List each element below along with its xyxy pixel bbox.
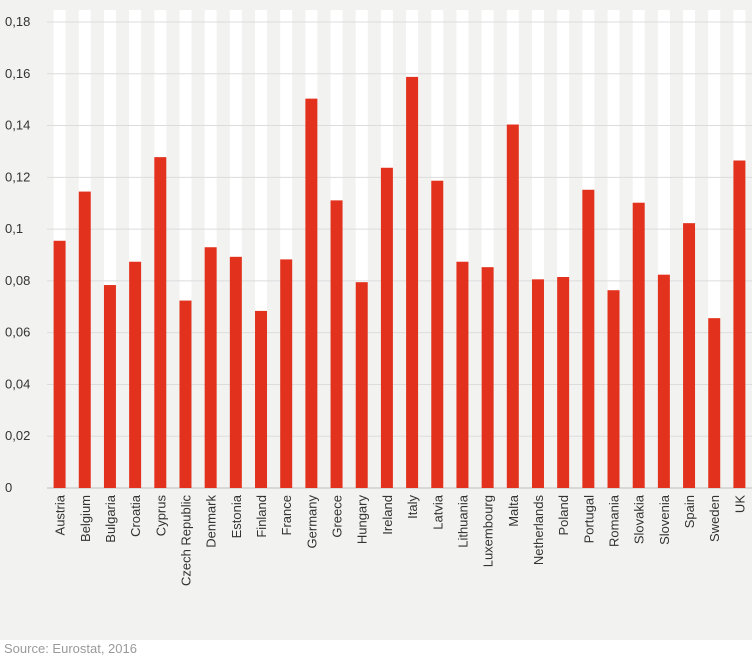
bar (582, 189, 595, 488)
y-tick-label: 0 (5, 480, 12, 495)
bar (330, 200, 343, 488)
x-category-label: Czech Republic (178, 495, 193, 587)
bar (456, 261, 469, 488)
x-category-label: Bulgaria (103, 494, 118, 542)
x-category-label: Ireland (380, 495, 395, 535)
x-category-label: Croatia (128, 494, 143, 537)
x-category-label: Finland (254, 495, 269, 538)
y-tick-label: 0,16 (5, 66, 30, 81)
x-category-label: Denmark (204, 495, 219, 548)
x-category-label: UK (732, 495, 747, 513)
bar (683, 223, 696, 488)
x-category-label: Malta (506, 494, 521, 527)
x-category-label: Latvia (430, 494, 445, 529)
bar (557, 277, 570, 488)
bar (380, 167, 393, 488)
x-category-label: Spain (682, 495, 697, 528)
x-category-label: Lithuania (455, 494, 470, 548)
x-category-label: Poland (556, 495, 571, 535)
x-category-label: Netherlands (531, 495, 546, 566)
x-category-label: Slovakia (632, 494, 647, 544)
x-category-label: Hungary (355, 495, 370, 545)
bar-chart: 0 0,02 0,04 0,06 0,08 0,1 0,12 0,14 0,16 0,18 Aus… (0, 0, 752, 640)
x-category-label: Sweden (707, 495, 722, 542)
x-category-label: Italy (405, 495, 420, 519)
bar (154, 157, 167, 488)
x-category-label: Portugal (581, 495, 596, 544)
bar (255, 310, 268, 488)
y-tick-label: 0,1 (5, 221, 23, 236)
x-category-label: Luxembourg (481, 495, 496, 567)
x-category-label: Cyprus (153, 495, 168, 537)
x-category-label: Austria (53, 494, 68, 535)
bar (733, 160, 746, 488)
y-tick-label: 0,14 (5, 118, 30, 133)
bar (179, 300, 192, 488)
y-tick-label: 0,02 (5, 428, 30, 443)
x-category-label: Belgium (78, 495, 93, 542)
bar (531, 279, 544, 488)
bar (129, 261, 142, 488)
bar (481, 267, 494, 488)
x-category-label: France (279, 495, 294, 535)
x-category-label: Romania (607, 494, 622, 547)
bar (657, 274, 670, 488)
bar (632, 202, 645, 488)
y-tick-label: 0,12 (5, 169, 30, 184)
bar (708, 318, 721, 488)
x-category-label: Estonia (229, 494, 244, 538)
x-category-label: Slovenia (657, 494, 672, 545)
bar (607, 290, 620, 488)
y-tick-label: 0,18 (5, 14, 30, 29)
bar (431, 180, 444, 488)
source-note: Source: Eurostat, 2016 (4, 641, 137, 656)
bar (280, 259, 293, 488)
bar (355, 282, 368, 488)
y-tick-label: 0,04 (5, 376, 30, 391)
x-category-label: Germany (304, 495, 319, 549)
bar (229, 256, 242, 488)
bar (506, 124, 519, 489)
bar (78, 191, 91, 489)
bar (204, 247, 217, 488)
bar (305, 98, 318, 489)
bar (103, 285, 116, 488)
y-tick-label: 0,08 (5, 273, 30, 288)
bar (406, 76, 419, 488)
plot-background (0, 0, 752, 640)
bar (53, 240, 66, 488)
x-category-label: Greece (330, 495, 345, 538)
y-tick-label: 0,06 (5, 325, 30, 340)
